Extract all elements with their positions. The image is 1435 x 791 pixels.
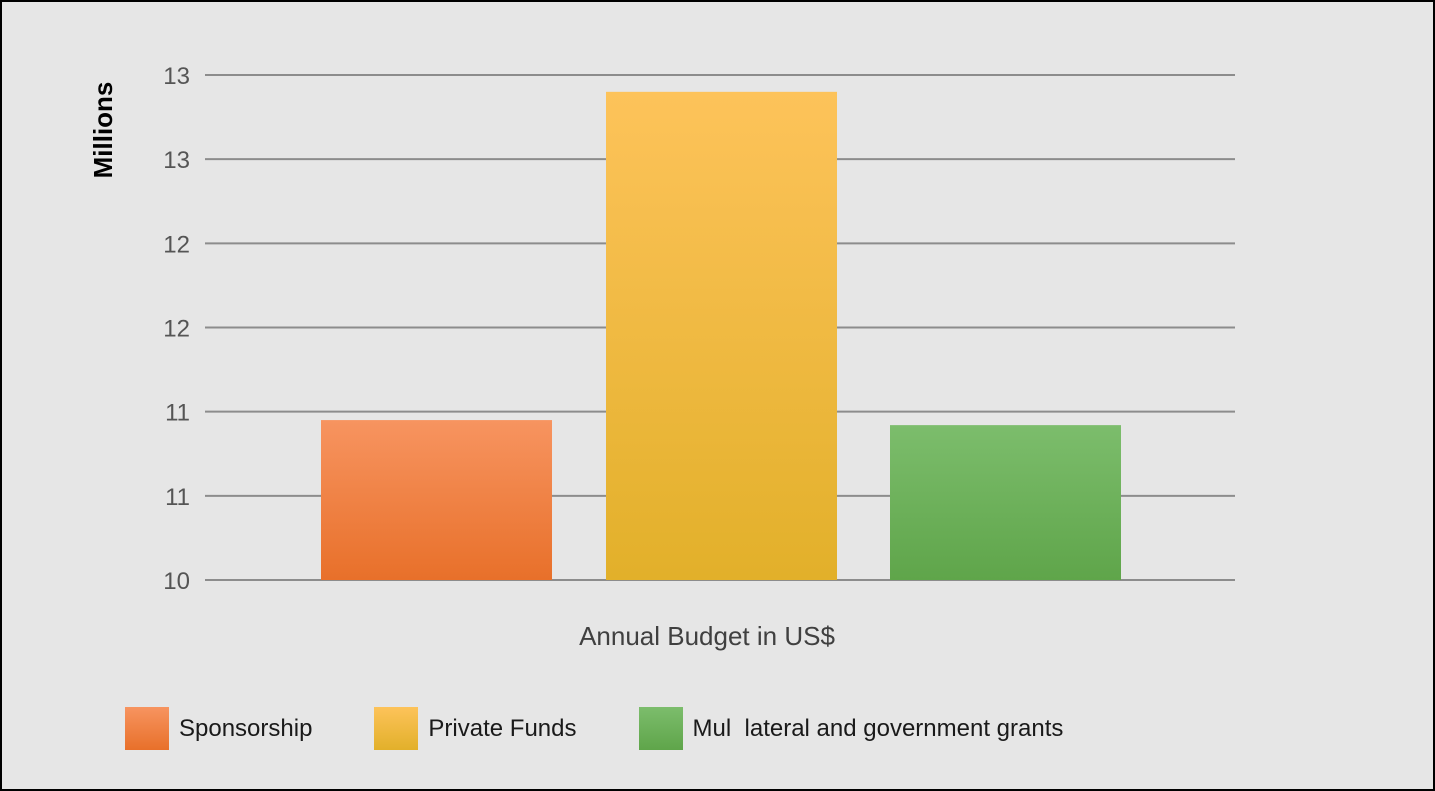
legend-item-sponsorship: Sponsorship <box>125 707 312 750</box>
legend-item-private-funds: Private Funds <box>374 707 577 750</box>
y-tick-label: 11 <box>165 400 190 427</box>
y-tick-labels: 10 11 11 12 12 13 13 <box>163 63 190 595</box>
legend-swatch-grants <box>638 707 683 750</box>
legend-label: Private Funds <box>428 714 577 742</box>
y-tick-label: 13 <box>163 63 190 90</box>
legend-item-grants: Mul lateral and government grants <box>638 707 1064 750</box>
bars <box>321 91 1121 580</box>
y-axis-title: Millions <box>88 82 118 179</box>
legend-swatch-sponsorship <box>125 707 169 750</box>
legend: Sponsorship Private Funds Mul lateral an… <box>125 707 1125 750</box>
bar-private-funds <box>606 91 837 580</box>
y-tick-label: 12 <box>163 316 190 343</box>
y-tick-label: 12 <box>163 231 190 258</box>
bar-sponsorship <box>321 420 552 580</box>
bar-mul-lateral-and-government-grants <box>890 425 1121 580</box>
y-tick-label: 10 <box>163 568 190 595</box>
legend-label: Sponsorship <box>179 714 313 742</box>
x-axis-title: Annual Budget in US$ <box>579 621 835 651</box>
legend-label: Mul lateral and government grants <box>692 714 1064 742</box>
y-tick-label: 13 <box>163 147 190 174</box>
legend-swatch-private-funds <box>374 707 419 750</box>
y-tick-label: 11 <box>165 484 190 511</box>
